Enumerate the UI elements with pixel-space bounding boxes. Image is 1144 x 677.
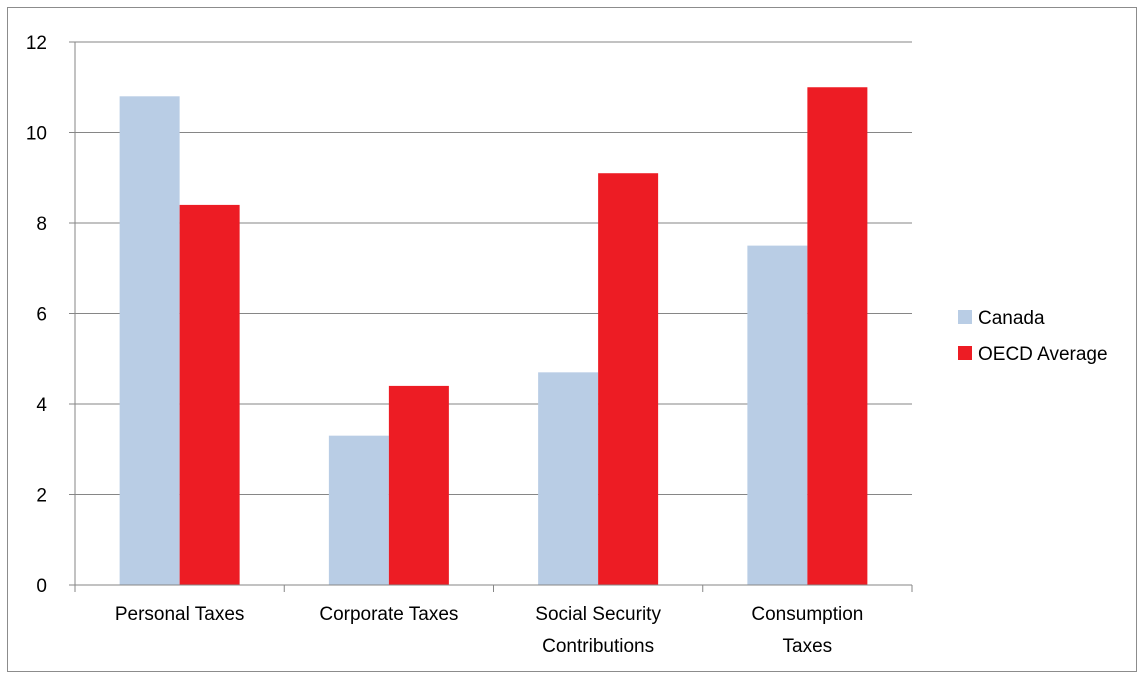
bar-canada bbox=[119, 96, 180, 586]
x-tick-label-line: Taxes bbox=[783, 636, 833, 657]
legend-label: OECD Average bbox=[978, 344, 1108, 365]
bar-oecd-average bbox=[598, 173, 659, 585]
x-tick-label: Social Security Contributions bbox=[535, 604, 661, 657]
bar-oecd-average bbox=[807, 87, 868, 585]
x-tick-label-line: Consumption bbox=[751, 604, 863, 625]
y-tick-label: 4 bbox=[36, 395, 47, 416]
y-tick-label: 8 bbox=[36, 214, 47, 235]
x-tick-label: Corporate Taxes bbox=[319, 604, 458, 625]
bars bbox=[119, 87, 868, 586]
y-tick-label: 12 bbox=[26, 33, 47, 54]
x-tick-label-line: Corporate Taxes bbox=[319, 604, 458, 625]
y-tick-label: 2 bbox=[36, 486, 47, 507]
bar-oecd-average bbox=[388, 385, 449, 585]
x-tick-label-line: Personal Taxes bbox=[115, 604, 245, 625]
legend-label: Canada bbox=[978, 308, 1045, 329]
axes bbox=[69, 41, 913, 592]
y-tick-label: 0 bbox=[36, 576, 47, 597]
y-tick-label: 10 bbox=[26, 124, 47, 145]
x-tick-label-line: Contributions bbox=[542, 636, 654, 657]
bar-canada bbox=[538, 372, 599, 585]
y-tick-label: 6 bbox=[36, 305, 47, 326]
bar-canada bbox=[747, 245, 808, 585]
legend-swatch bbox=[958, 346, 972, 360]
x-tick-label: Consumption Taxes bbox=[751, 604, 863, 657]
x-tick-labels: Personal Taxes Corporate Taxes Social Secu… bbox=[115, 604, 864, 657]
legend: Canada OECD Average bbox=[958, 308, 1108, 365]
x-tick-label: Personal Taxes bbox=[115, 604, 245, 625]
bar-canada bbox=[328, 435, 389, 585]
x-tick-label-line: Social Security bbox=[535, 604, 661, 625]
y-tick-labels: 0 2 4 6 8 10 12 bbox=[26, 33, 48, 597]
bar-oecd-average bbox=[179, 204, 240, 585]
legend-swatch bbox=[958, 310, 972, 324]
